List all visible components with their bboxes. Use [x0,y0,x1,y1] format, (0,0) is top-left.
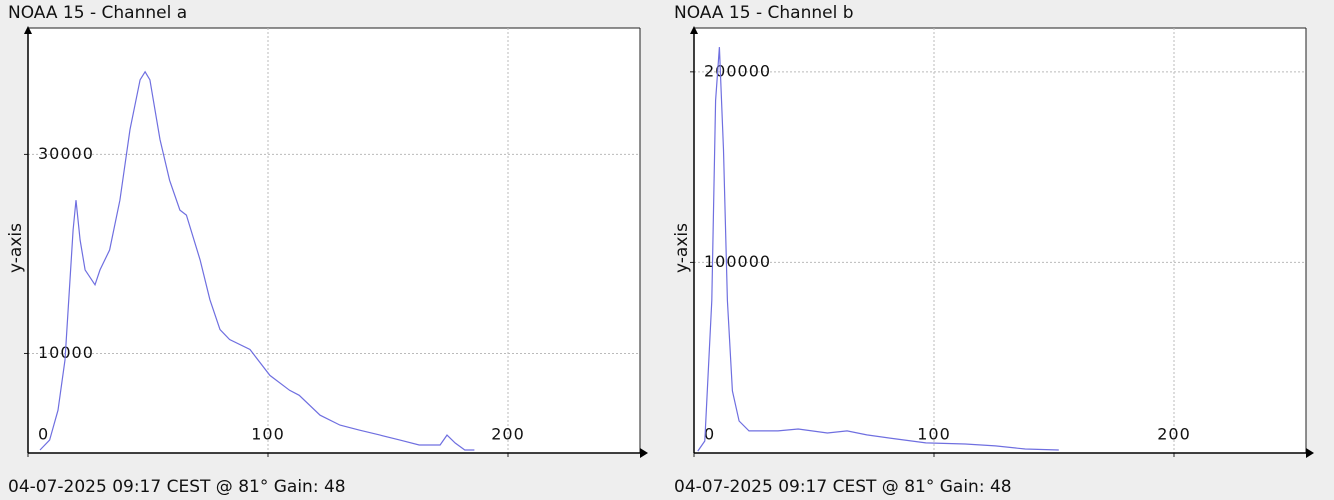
y-tick-label: 30000 [38,144,94,163]
histogram-line [697,47,1059,452]
x-axis-arrow [640,448,648,458]
y-axis-label: y-axis [672,223,692,273]
footer-text: 04-07-2025 09:17 CEST @ 81° Gain: 48 [674,477,1012,497]
y-axis-arrow [24,26,32,34]
chart-title: NOAA 15 - Channel a [8,3,187,23]
y-axis-label: y-axis [6,223,26,273]
x-tick-label: 0 [38,425,49,444]
y-tick-label: 200000 [704,61,771,80]
plot-background [694,28,1306,453]
plot-background [28,28,640,453]
x-tick-label: 200 [491,425,525,444]
chart-title: NOAA 15 - Channel b [674,3,854,23]
histogram-line [39,70,475,451]
x-tick-label: 100 [917,425,951,444]
x-tick-label: 0 [704,425,715,444]
y-tick-label: 100000 [704,252,771,271]
x-axis-arrow [1306,448,1314,458]
y-axis-arrow [690,26,698,34]
x-tick-label: 200 [1157,425,1191,444]
x-tick-label: 100 [251,425,285,444]
footer-text: 04-07-2025 09:17 CEST @ 81° Gain: 48 [8,477,346,497]
